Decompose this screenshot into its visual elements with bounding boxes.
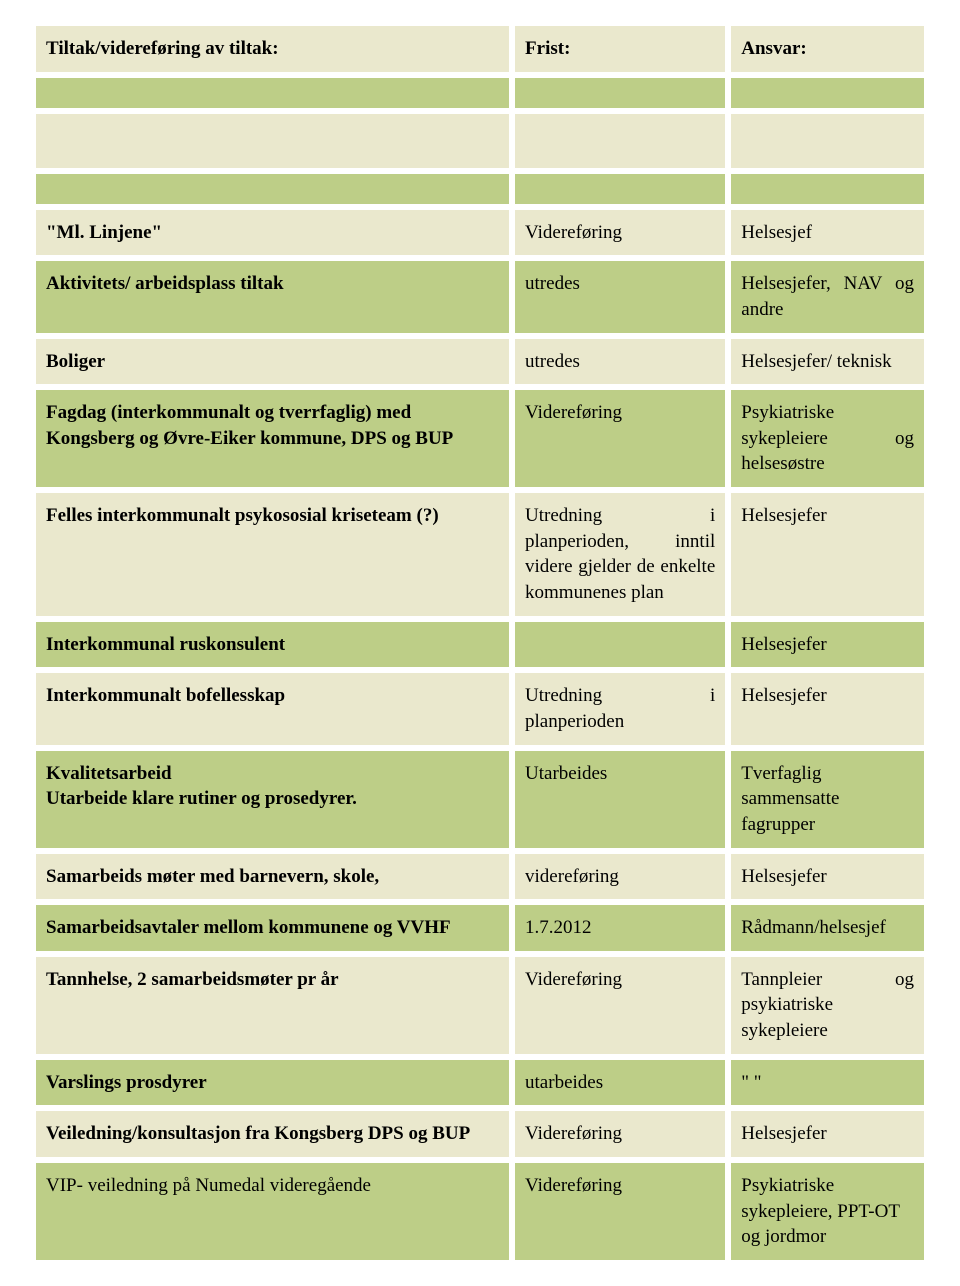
table-row: BoligerutredesHelsesjefer/ teknisk xyxy=(36,339,924,385)
cell-tiltak: Boliger xyxy=(36,339,509,385)
cell-frist: Utredning i planperioden, inntil videre … xyxy=(515,493,725,616)
table-row: Samarbeidsavtaler mellom kommunene og VV… xyxy=(36,905,924,951)
spacer-cell xyxy=(36,114,509,168)
cell-frist: utarbeides xyxy=(515,1060,725,1106)
cell-frist: videreføring xyxy=(515,854,725,900)
header-tiltak: Tiltak/videreføring av tiltak: xyxy=(36,26,509,72)
cell-ansvar: Helsesjefer xyxy=(731,1111,924,1157)
cell-frist: Videreføring xyxy=(515,957,725,1054)
cell-tiltak: Interkommunal ruskonsulent xyxy=(36,622,509,668)
header-frist: Frist: xyxy=(515,26,725,72)
cell-tiltak: Aktivitets/ arbeidsplass tiltak xyxy=(36,261,509,332)
cell-ansvar: Psykiatriske sykepleiere og helsesøstre xyxy=(731,390,924,487)
cell-ansvar: Tannpleier og psykiatriske sykepleiere xyxy=(731,957,924,1054)
header-ansvar: Ansvar: xyxy=(731,26,924,72)
table-row: Samarbeids møter med barnevern, skole,vi… xyxy=(36,854,924,900)
spacer-cell xyxy=(515,174,725,204)
cell-tiltak: Interkommunalt bofellesskap xyxy=(36,673,509,744)
cell-tiltak: Varslings prosdyrer xyxy=(36,1060,509,1106)
spacer-row xyxy=(36,174,924,204)
cell-tiltak: "Ml. Linjene" xyxy=(36,210,509,256)
table-row: "Ml. Linjene"VidereføringHelsesjef xyxy=(36,210,924,256)
cell-frist: utredes xyxy=(515,339,725,385)
cell-frist xyxy=(515,622,725,668)
spacer-cell xyxy=(515,78,725,108)
cell-frist: 1.7.2012 xyxy=(515,905,725,951)
spacer-cell xyxy=(36,174,509,204)
spacer-row xyxy=(36,78,924,108)
table-row: Varslings prosdyrerutarbeides" " xyxy=(36,1060,924,1106)
table-row: Felles interkommunalt psykososial kriset… xyxy=(36,493,924,616)
tiltak-table: Tiltak/videreføring av tiltak: Frist: An… xyxy=(30,20,930,1266)
table-row: Fagdag (interkommunalt og tverrfaglig) m… xyxy=(36,390,924,487)
table-row: Veiledning/konsultasjon fra Kongsberg DP… xyxy=(36,1111,924,1157)
cell-ansvar: Helsesjefer xyxy=(731,673,924,744)
cell-ansvar: Rådmann/helsesjef xyxy=(731,905,924,951)
table-row: Interkommunalt bofellesskapUtredning i p… xyxy=(36,673,924,744)
cell-frist: Utredning i planperioden xyxy=(515,673,725,744)
spacer-row xyxy=(36,114,924,168)
cell-ansvar: Helsesjef xyxy=(731,210,924,256)
spacer-cell xyxy=(36,78,509,108)
cell-tiltak: Veiledning/konsultasjon fra Kongsberg DP… xyxy=(36,1111,509,1157)
spacer-cell xyxy=(731,78,924,108)
table-header-row: Tiltak/videreføring av tiltak: Frist: An… xyxy=(36,26,924,72)
cell-ansvar: Helsesjefer xyxy=(731,493,924,616)
cell-frist: Videreføring xyxy=(515,210,725,256)
cell-ansvar: Tverfaglig sammensatte fagrupper xyxy=(731,751,924,848)
cell-ansvar: Helsesjefer/ teknisk xyxy=(731,339,924,385)
cell-ansvar: " " xyxy=(731,1060,924,1106)
table-row: Interkommunal ruskonsulent Helsesjefer xyxy=(36,622,924,668)
table-row: VIP- veiledning på Numedal videregåendeV… xyxy=(36,1163,924,1260)
cell-frist: utredes xyxy=(515,261,725,332)
cell-tiltak: Tannhelse, 2 samarbeidsmøter pr år xyxy=(36,957,509,1054)
cell-frist: Videreføring xyxy=(515,1163,725,1260)
cell-tiltak: Samarbeidsavtaler mellom kommunene og VV… xyxy=(36,905,509,951)
table-row: Kvalitetsarbeid Utarbeide klare rutiner … xyxy=(36,751,924,848)
cell-frist: Videreføring xyxy=(515,1111,725,1157)
cell-tiltak: Samarbeids møter med barnevern, skole, xyxy=(36,854,509,900)
cell-tiltak: Felles interkommunalt psykososial kriset… xyxy=(36,493,509,616)
table-row: Tannhelse, 2 samarbeidsmøter pr årVidere… xyxy=(36,957,924,1054)
cell-tiltak: Fagdag (interkommunalt og tverrfaglig) m… xyxy=(36,390,509,487)
cell-ansvar: Helsesjefer xyxy=(731,622,924,668)
cell-frist: Utarbeides xyxy=(515,751,725,848)
spacer-cell xyxy=(731,174,924,204)
cell-frist: Videreføring xyxy=(515,390,725,487)
spacer-cell xyxy=(515,114,725,168)
cell-tiltak: VIP- veiledning på Numedal videregående xyxy=(36,1163,509,1260)
table-row: Aktivitets/ arbeidsplass tiltakutredesHe… xyxy=(36,261,924,332)
document-page: Tiltak/videreføring av tiltak: Frist: An… xyxy=(0,0,960,1286)
cell-tiltak: Kvalitetsarbeid Utarbeide klare rutiner … xyxy=(36,751,509,848)
cell-ansvar: Helsesjefer xyxy=(731,854,924,900)
cell-ansvar: Psykiatriske sykepleiere, PPT-OT og jord… xyxy=(731,1163,924,1260)
spacer-cell xyxy=(731,114,924,168)
cell-ansvar: Helsesjefer, NAV og andre xyxy=(731,261,924,332)
